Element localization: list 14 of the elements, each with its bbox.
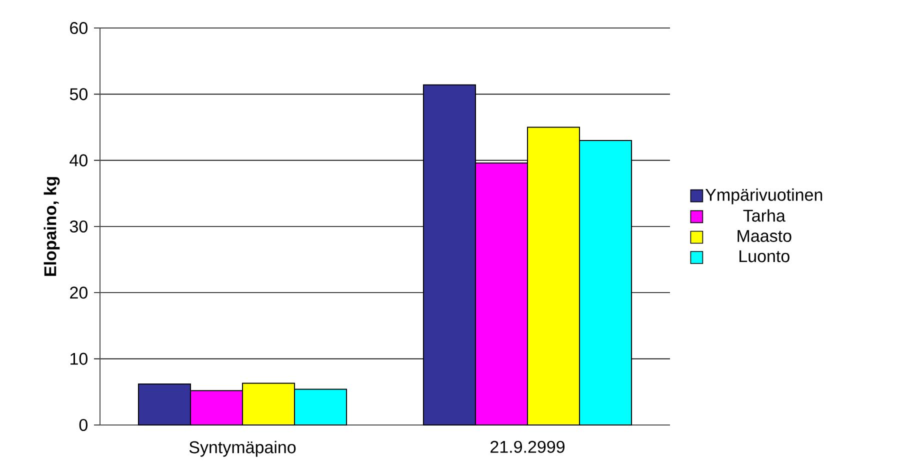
y-tick-label: 40 <box>70 154 88 166</box>
x-tick-label: 21.9.2999 <box>490 440 565 453</box>
y-tick-label: 30 <box>70 220 88 233</box>
y-tick-label: 0 <box>79 418 88 432</box>
y-tick-label: 50 <box>70 88 88 100</box>
legend-label: Ympärivuotinen <box>705 188 822 204</box>
y-tick-label: 10 <box>70 352 88 365</box>
x-tick-label: Syntymäpaino <box>189 440 296 457</box>
y-tick-label: 60 <box>70 22 88 34</box>
y-tick-label: 20 <box>70 286 88 299</box>
y-axis-title: Elopaino, kg <box>44 177 60 276</box>
legend-label: Tarha <box>743 209 786 222</box>
legend-label: Maasto <box>738 230 792 242</box>
legend-label: Luonto <box>740 250 790 262</box>
